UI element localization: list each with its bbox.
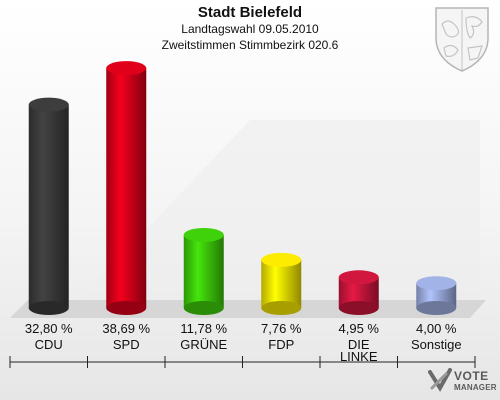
coat-of-arms-icon <box>435 7 489 72</box>
bar-cdu <box>28 97 69 315</box>
category-label: DIE <box>348 337 370 352</box>
chart-backdrop-shadow <box>80 120 480 300</box>
bar-sonstige <box>416 276 457 315</box>
category-label: SPD <box>113 337 140 352</box>
logo-line2: MANAGER <box>454 383 497 392</box>
category-label: GRÜNE <box>180 337 227 352</box>
bar-grüne <box>183 227 224 315</box>
logo-line1: VOTE <box>454 369 489 383</box>
value-label: 32,80 % <box>25 321 73 336</box>
chart-floor <box>10 300 486 318</box>
chart-title: Stadt Bielefeld <box>197 4 303 21</box>
value-label: 11,78 % <box>180 321 227 336</box>
value-label: 4,00 % <box>416 321 457 336</box>
vote-manager-logo-icon <box>428 368 452 392</box>
value-label: 38,69 % <box>102 321 150 336</box>
bar-die-linke <box>338 270 379 315</box>
category-label: CDU <box>35 337 63 352</box>
value-label: 7,76 % <box>261 321 302 336</box>
chart-subtitle: Landtagswahl 09.05.2010 <box>181 22 319 36</box>
category-label: Sonstige <box>411 337 462 352</box>
value-label: 4,95 % <box>339 321 380 336</box>
chart-subtitle-2: Zweitstimmen Stimmbezirk 020.6 <box>161 38 339 52</box>
bar-fdp <box>261 252 302 315</box>
category-label: FDP <box>268 337 294 352</box>
bar-spd <box>106 61 147 315</box>
vote-manager-logo-text: VOTE MANAGER <box>454 369 497 393</box>
category-label: LINKE <box>340 349 378 364</box>
